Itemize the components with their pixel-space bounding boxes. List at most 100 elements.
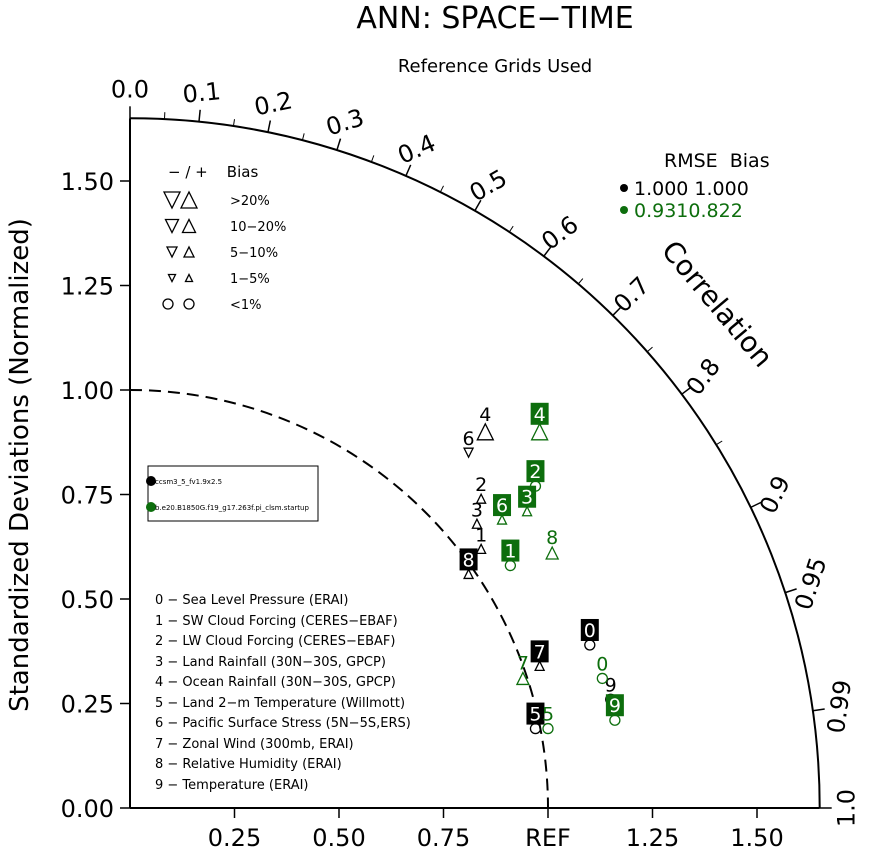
correlation-minor-tick xyxy=(301,133,305,141)
data-point-label-box xyxy=(526,702,545,725)
data-point-marker xyxy=(463,567,475,580)
data-point-label: 6 xyxy=(463,428,475,450)
data-point-label: 7 xyxy=(534,641,546,663)
y-tick-label: 0.25 xyxy=(61,691,114,719)
correlation-tick-label: 0.8 xyxy=(681,353,726,400)
bias-legend-label: <1% xyxy=(230,298,262,313)
correlation-minor-tick xyxy=(785,589,793,594)
bias-legend: − / + Bias >20% 10−20% 5−10% 1−5% <1% xyxy=(162,163,286,313)
bias-legend-label: >20% xyxy=(230,194,270,209)
data-point-marker xyxy=(476,422,495,441)
data-point-label: 7 xyxy=(517,652,529,674)
correlation-tick xyxy=(336,138,342,151)
correlation-tick-label: 0.99 xyxy=(822,678,857,735)
variable-item: 1 − SW Cloud Forcing (CERES−EBAF) xyxy=(155,614,398,629)
data-point-marker xyxy=(534,659,546,672)
rmse-row-2: 0.9310.822 xyxy=(634,200,743,222)
bias-down-triangle-icon xyxy=(164,218,180,234)
data-point-label: 9 xyxy=(609,695,621,717)
model-1-name: ccsm3_5_fv1.9x2.5 xyxy=(155,478,222,486)
y-tick-label: 0.00 xyxy=(61,795,114,823)
bias-up-triangle-icon xyxy=(184,273,194,283)
correlation-tick-label: 0.7 xyxy=(608,271,655,318)
x-tick-label: 0.25 xyxy=(208,824,261,852)
data-point-label: 9 xyxy=(605,674,617,696)
correlation-tick xyxy=(543,246,552,257)
variable-item: 9 − Temperature (ERAI) xyxy=(155,778,309,793)
bias-up-triangle-icon xyxy=(179,190,199,209)
correlation-minor-tick xyxy=(439,185,444,193)
variable-item: 2 − LW Cloud Forcing (CERES−EBAF) xyxy=(155,634,395,649)
correlation-minor-tick xyxy=(577,278,584,285)
data-point-label: 5 xyxy=(529,704,541,726)
correlation-minor-tick xyxy=(508,225,514,233)
model-legend: ccsm3_5_fv1.9x2.5 b.e20.B1850G.f19_g17.2… xyxy=(146,465,319,522)
y-tick-label: 0.75 xyxy=(61,482,114,510)
x-tick-label: 0.75 xyxy=(417,824,470,852)
correlation-tick-label: 0.6 xyxy=(536,210,583,255)
correlation-tick-label: 0.0 xyxy=(111,75,149,103)
y-axis-label: Standardized Deviations (Normalized) xyxy=(5,218,35,712)
data-point-label: 4 xyxy=(534,404,546,426)
correlation-tick xyxy=(812,708,825,712)
y-tick-label: 1.50 xyxy=(61,168,114,196)
correlation-tick-label: 0.4 xyxy=(394,129,440,170)
rmse-legend-header: RMSE Bias xyxy=(664,150,770,172)
data-point-marker xyxy=(515,670,530,686)
correlation-tick-label: 0.9 xyxy=(754,471,796,518)
data-point-marker xyxy=(545,545,560,560)
correlation-tick xyxy=(750,501,762,509)
variable-item: 3 − Land Rainfall (30N−30S, GPCP) xyxy=(155,655,386,670)
correlation-minor-tick xyxy=(232,119,235,127)
data-point-label-box xyxy=(459,548,478,571)
model-1-swatch xyxy=(146,476,156,486)
model-2-swatch xyxy=(146,502,156,512)
correlation-tick-label: 0.3 xyxy=(323,103,368,141)
data-point-marker xyxy=(463,447,475,459)
correlation-tick xyxy=(267,120,272,133)
bias-down-triangle-icon xyxy=(165,246,179,259)
data-point-label: 8 xyxy=(546,527,558,549)
bias-legend-header: − / + Bias xyxy=(168,163,258,181)
data-point-label: 5 xyxy=(542,704,554,726)
data-point-label-box xyxy=(493,494,512,517)
model-2-name: b.e20.B1850G.f19_g17.263f.pi_clsm.startu… xyxy=(155,504,309,512)
data-point-label: 2 xyxy=(529,461,541,483)
correlation-minor-tick xyxy=(370,155,375,163)
bias-legend-label: 5−10% xyxy=(230,246,278,261)
variable-item: 7 − Zonal Wind (300mb, ERAI) xyxy=(155,737,354,752)
bias-down-triangle-icon xyxy=(167,273,177,283)
rmse-swatch-1 xyxy=(620,184,628,192)
data-point-label: 1 xyxy=(504,541,516,563)
correlation-tick-label: 0.2 xyxy=(252,86,295,121)
data-point-marker xyxy=(521,505,533,517)
correlation-tick-label: 1.0 xyxy=(833,789,861,827)
variable-list: 0 − Sea Level Pressure (ERAI) 1 − SW Clo… xyxy=(155,593,411,793)
data-point-marker xyxy=(530,422,549,441)
data-point-label: 3 xyxy=(471,499,483,521)
data-point-label-box xyxy=(530,640,549,663)
bias-up-triangle-icon xyxy=(181,218,197,234)
correlation-arc xyxy=(129,117,821,809)
bias-legend-label: 10−20% xyxy=(230,220,286,235)
model-legend-box xyxy=(147,465,319,522)
data-point-label: 4 xyxy=(479,404,491,426)
x-tick-label: 1.25 xyxy=(626,824,679,852)
data-point-label-box xyxy=(518,485,537,508)
correlation-tick xyxy=(612,306,622,316)
bias-legend-label: 1−5% xyxy=(230,272,270,287)
correlation-minor-tick xyxy=(715,440,723,446)
data-point-marker xyxy=(596,672,608,685)
y-tick-label: 0.50 xyxy=(61,586,114,614)
data-point-label: 8 xyxy=(463,549,475,571)
correlation-tick xyxy=(405,164,412,177)
data-point-label-box xyxy=(530,402,549,425)
bias-circle-icon xyxy=(162,298,174,310)
data-point-label: 0 xyxy=(596,653,608,675)
data-point-label: 1 xyxy=(475,524,487,546)
data-point-label: 3 xyxy=(521,487,533,509)
rmse-row-1: 1.000 1.000 xyxy=(634,178,749,200)
data-point-marker xyxy=(542,722,554,735)
data-point-label: 6 xyxy=(496,495,508,517)
